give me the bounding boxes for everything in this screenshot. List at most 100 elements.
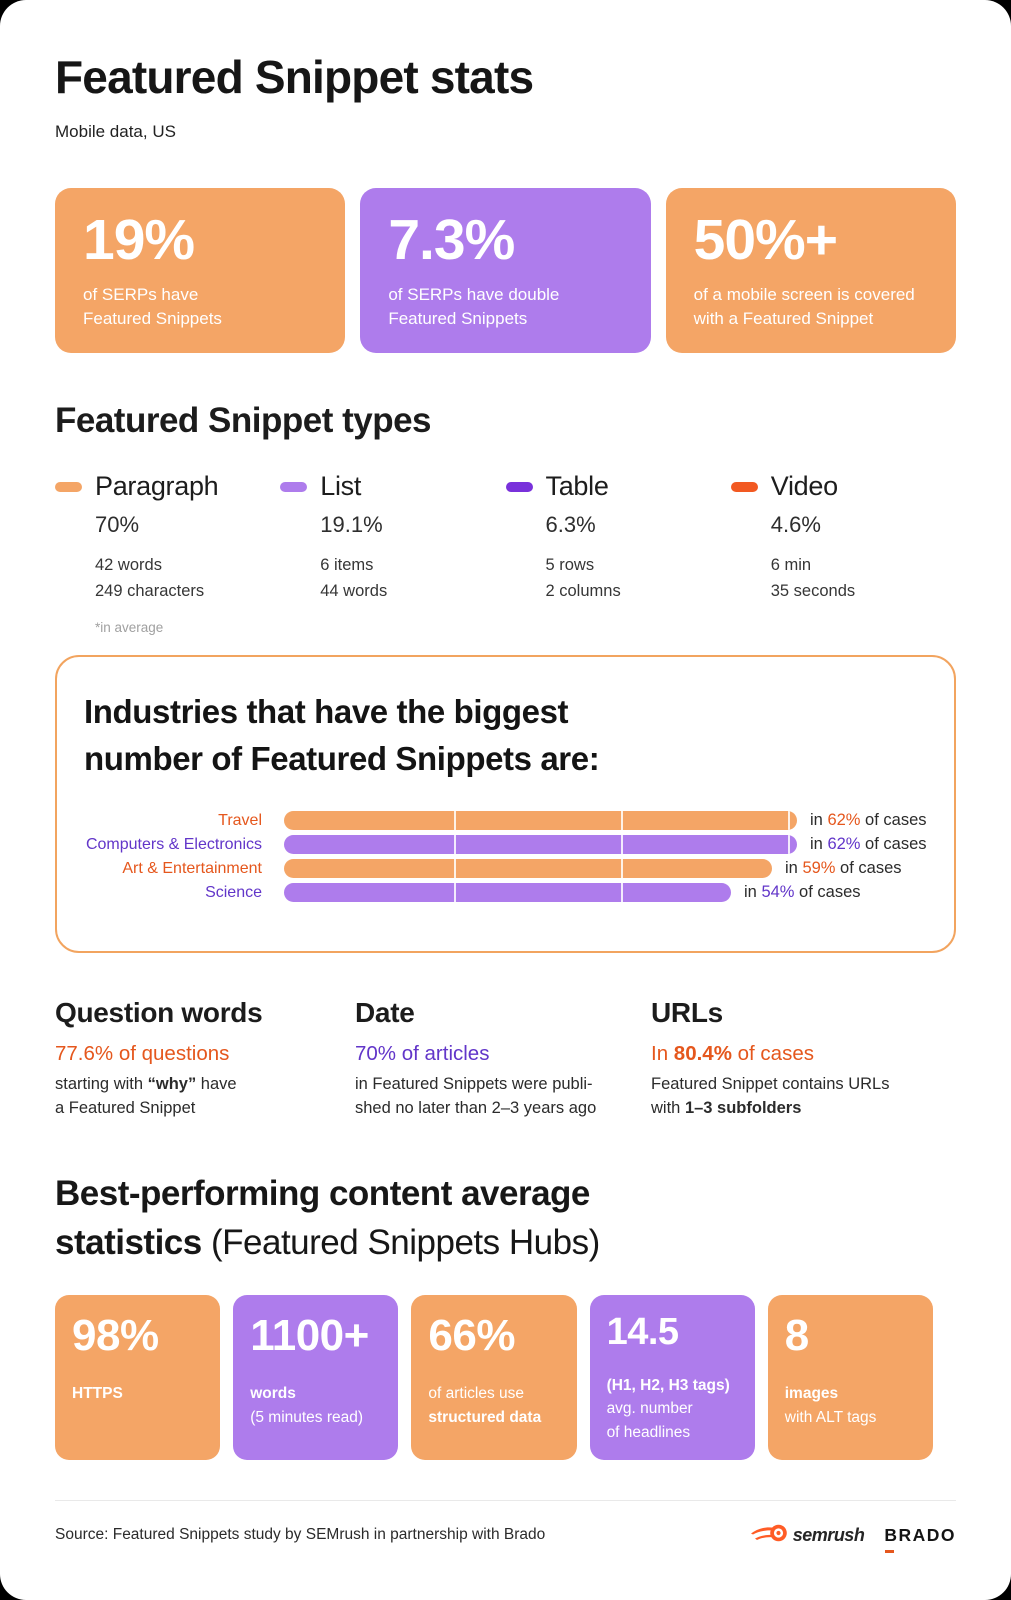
- industries-heading-line2: number of Featured Snippets are:: [84, 739, 600, 777]
- chart-value-percent: 59%: [802, 859, 836, 878]
- stat-caption-line: Featured Snippets: [83, 309, 222, 329]
- best-caption-line: images: [784, 1385, 839, 1403]
- best-stat-caption: images with ALT tags: [785, 1382, 918, 1429]
- chart-bar: [284, 811, 797, 831]
- fact-lead: In 80.4% of cases: [651, 1042, 956, 1066]
- chart-category-label: Science: [205, 883, 262, 901]
- best-caption-line: (5 minutes read): [250, 1408, 364, 1426]
- best-stat-card: 8 images with ALT tags: [767, 1294, 933, 1460]
- best-stat-card: 66% of articles use structured data: [411, 1294, 577, 1460]
- chart-category-label: Art & Entertainment: [122, 859, 262, 877]
- type-item-paragraph: Paragraph 70% 42 words 249 characters: [55, 471, 280, 604]
- stat-caption: of SERPs have double Featured Snippets: [388, 283, 624, 331]
- chart-bar: [284, 883, 731, 903]
- type-name: Video: [770, 471, 838, 501]
- text-part: 1–3 subfolders: [684, 1099, 802, 1118]
- type-detail-line: 6 items: [320, 556, 374, 574]
- text-part: 77.6% of questions: [55, 1041, 230, 1065]
- text-part: starting with: [55, 1074, 148, 1093]
- chart-bar: [284, 835, 797, 855]
- top-stat-card: 7.3% of SERPs have double Featured Snippet…: [360, 188, 651, 353]
- chart-row: Art & Entertainment in 59% of cases: [84, 857, 926, 881]
- best-stat-card: 98% HTTPS: [55, 1294, 221, 1460]
- semrush-flame-icon: [750, 1522, 788, 1549]
- text-part: shed no later than 2–3 years ago: [355, 1099, 597, 1118]
- stat-value: 7.3%: [388, 208, 515, 272]
- type-percent: 6.3%: [545, 512, 596, 537]
- text-part: of cases: [794, 883, 861, 902]
- fact-body-line: a Featured Snippet: [55, 1096, 355, 1120]
- list-color-pill-icon: [280, 481, 308, 492]
- text-part: 80.4%: [673, 1041, 732, 1065]
- type-item-video: Video 4.6% 6 min 35 seconds: [730, 471, 956, 604]
- type-detail-line: 5 rows: [545, 556, 595, 574]
- semrush-logo: semrush: [750, 1522, 865, 1549]
- best-heading-normal: (Featured Snippets Hubs): [201, 1222, 600, 1262]
- best-stat-value: 66%: [428, 1310, 515, 1360]
- type-percent: 4.6%: [770, 512, 821, 537]
- text-part: of cases: [731, 1041, 814, 1065]
- stat-caption-line: of SERPs have double: [388, 285, 560, 305]
- bar-divider: [621, 811, 623, 831]
- fact-urls: URLs In 80.4% of cases Featured Snippet co…: [651, 997, 956, 1121]
- chart-value-label: in 54% of cases: [744, 883, 861, 902]
- page-title: Featured Snippet stats: [55, 51, 534, 103]
- top-stats-row: 19% of SERPs have Featured Snippets 7.3% of …: [55, 188, 956, 353]
- source-text: Source: Featured Snippets study by SEMru…: [55, 1526, 546, 1544]
- fact-heading: Date: [355, 996, 415, 1028]
- fact-body-line: starting with “why” have: [55, 1072, 355, 1096]
- text-part: in: [785, 859, 803, 878]
- stat-value: 19%: [83, 208, 195, 272]
- brado-logo-accent: [885, 1549, 895, 1553]
- text-part: of cases: [835, 859, 902, 878]
- fact-body-line: Featured Snippet contains URLs: [651, 1072, 956, 1096]
- stat-caption: of SERPs have Featured Snippets: [83, 283, 319, 331]
- fact-date: Date 70% of articles in Featured Snippets …: [355, 997, 651, 1121]
- best-caption-line: avg. number: [606, 1400, 693, 1418]
- chart-value-label: in 62% of cases: [810, 835, 927, 854]
- type-percent: 19.1%: [320, 512, 383, 537]
- type-details: 42 words 249 characters: [95, 553, 280, 604]
- bar-divider: [621, 835, 623, 855]
- chart-row: Travel in 62% of cases: [84, 809, 927, 833]
- chart-row: Science in 54% of cases: [84, 881, 926, 905]
- fact-body: starting with “why” have a Featured Snipp…: [55, 1072, 355, 1121]
- best-stat-card: 14.5 (H1, H2, H3 tags) avg. number of headl…: [589, 1294, 755, 1460]
- chart-category-label: Computers & Electronics: [85, 835, 262, 853]
- best-stat-value: 14.5: [606, 1310, 679, 1353]
- best-caption-line: words: [250, 1385, 296, 1403]
- best-stat-caption: of articles use structured data: [428, 1382, 561, 1429]
- best-stat-value: 1100+: [250, 1310, 369, 1360]
- fact-heading: Question words: [55, 996, 263, 1028]
- footer: Source: Featured Snippets study by SEMru…: [55, 1499, 956, 1553]
- fact-body: in Featured Snippets were publi-shed no …: [355, 1072, 651, 1121]
- text-part: In: [651, 1041, 674, 1065]
- best-caption-line: (H1, H2, H3 tags): [606, 1376, 730, 1394]
- best-stat-value: 8: [784, 1310, 809, 1360]
- fact-lead: 77.6% of questions: [55, 1042, 355, 1066]
- chart-row: Computers & Electronics in 62% of cases: [84, 833, 927, 857]
- best-caption-line: with ALT tags: [784, 1408, 877, 1426]
- type-item-table: Table 6.3% 5 rows 2 columns: [505, 471, 731, 604]
- bar-divider: [454, 883, 456, 903]
- industries-bar-chart: Travel in 62% of cases Computers & Electro…: [84, 809, 927, 905]
- fact-lead: 70% of articles: [355, 1042, 651, 1066]
- semrush-wordmark: semrush: [792, 1524, 865, 1545]
- type-header: List: [280, 471, 505, 502]
- table-color-pill-icon: [505, 481, 533, 492]
- text-part: in: [810, 835, 828, 854]
- fact-body-line: with 1–3 subfolders: [651, 1096, 956, 1120]
- paragraph-color-pill-icon: [55, 481, 82, 492]
- type-detail-line: 2 columns: [545, 581, 621, 600]
- chart-value-label: in 59% of cases: [785, 859, 902, 878]
- bar-divider: [788, 835, 790, 855]
- text-part: 70% of articles: [355, 1041, 490, 1065]
- text-part: “why”: [147, 1074, 197, 1093]
- chart-value-percent: 62%: [827, 811, 861, 830]
- text-part: a Featured Snippet: [55, 1099, 196, 1118]
- fact-question-words: Question words 77.6% of questions starting…: [55, 997, 355, 1121]
- chart-category-label: Travel: [218, 811, 262, 829]
- fact-body-line: in Featured Snippets were publi-: [355, 1072, 651, 1096]
- type-details: 6 items 44 words: [320, 553, 505, 604]
